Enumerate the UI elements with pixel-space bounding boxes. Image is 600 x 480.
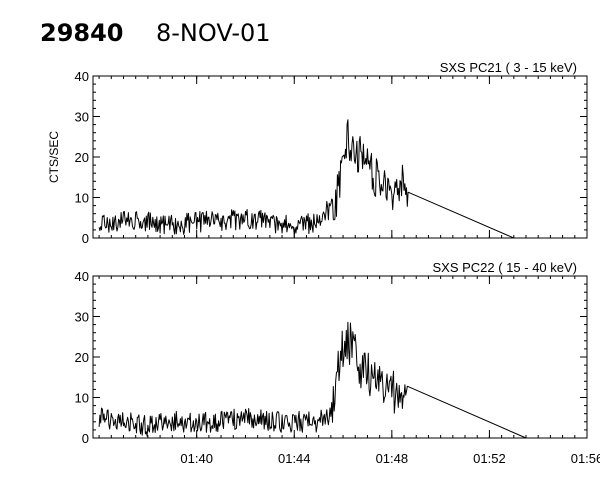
y-tick-label: 0 [82, 231, 89, 246]
count-rate-series [98, 119, 514, 239]
x-tick-label: 01:56 [571, 451, 600, 466]
observation-date: 8-NOV-01 [156, 19, 271, 47]
count-rate-series [98, 321, 527, 439]
y-tick-label: 10 [75, 191, 89, 206]
panels: SXS PC21 ( 3 - 15 keV)CTS/SEC010203040SX… [47, 60, 600, 466]
y-tick-label: 30 [75, 310, 89, 325]
y-tick-label: 30 [75, 110, 89, 125]
panel-1: SXS PC21 ( 3 - 15 keV) CTS/SEC 0 10 20 30 40 [47, 60, 588, 246]
y-axis-label: CTS/SEC [47, 131, 61, 183]
x-tick-label: 01:40 [180, 451, 213, 466]
y-tick-label: 20 [75, 350, 89, 365]
panel-title: SXS PC21 ( 3 - 15 keV) [440, 60, 577, 75]
panel-title: SXS PC22 ( 15 - 40 keV) [432, 260, 577, 275]
panel-2: SXS PC22 ( 15 - 40 keV) 0 10 20 30 40 [75, 260, 588, 446]
plot-frame [92, 75, 588, 239]
observation-id: 29840 [40, 19, 124, 47]
x-tick-label: 01:52 [473, 451, 506, 466]
x-tick-label: 01:44 [278, 451, 311, 466]
y-tick-label: 0 [82, 431, 89, 446]
y-tick-label: 40 [75, 269, 89, 284]
y-tick-label: 10 [75, 391, 89, 406]
x-tick-label: 01:48 [376, 451, 409, 466]
y-tick-label: 40 [75, 69, 89, 84]
y-tick-label: 20 [75, 150, 89, 165]
